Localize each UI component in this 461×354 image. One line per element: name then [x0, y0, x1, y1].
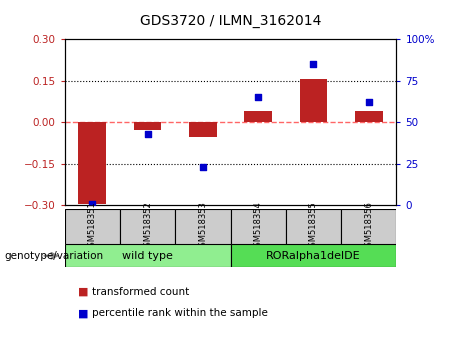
Bar [175, 209, 230, 244]
Bar [230, 244, 396, 267]
Text: GSM518355: GSM518355 [309, 201, 318, 252]
Text: GDS3720 / ILMN_3162014: GDS3720 / ILMN_3162014 [140, 14, 321, 28]
Text: percentile rank within the sample: percentile rank within the sample [92, 308, 268, 318]
Text: GSM518354: GSM518354 [254, 201, 263, 252]
Text: genotype/variation: genotype/variation [5, 251, 104, 261]
Text: ■: ■ [78, 308, 89, 318]
Text: GSM518353: GSM518353 [198, 201, 207, 252]
Bar [134, 122, 161, 130]
Bar [65, 209, 120, 244]
Bar [300, 79, 327, 122]
Point [89, 201, 96, 206]
Text: GSM518356: GSM518356 [364, 201, 373, 252]
Bar [355, 111, 383, 122]
Text: GSM518352: GSM518352 [143, 201, 152, 252]
Bar [244, 111, 272, 122]
Bar [189, 122, 217, 137]
Point [254, 94, 262, 100]
Bar [78, 122, 106, 204]
Bar [120, 209, 175, 244]
Text: GSM518351: GSM518351 [88, 201, 97, 252]
Point [310, 61, 317, 67]
Text: transformed count: transformed count [92, 287, 189, 297]
Point [199, 164, 207, 170]
Bar [286, 209, 341, 244]
Text: ■: ■ [78, 287, 89, 297]
Point [144, 131, 151, 137]
Bar [65, 244, 230, 267]
Bar [230, 209, 286, 244]
Point [365, 99, 372, 105]
Text: wild type: wild type [122, 251, 173, 261]
Text: RORalpha1delDE: RORalpha1delDE [266, 251, 361, 261]
Bar [341, 209, 396, 244]
